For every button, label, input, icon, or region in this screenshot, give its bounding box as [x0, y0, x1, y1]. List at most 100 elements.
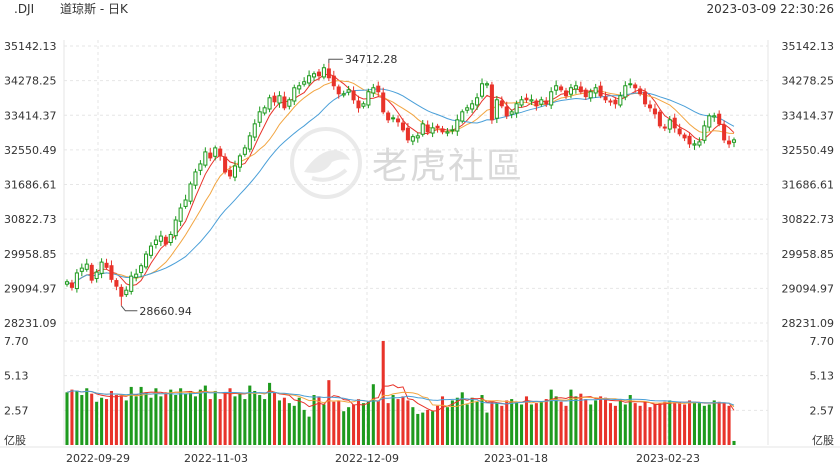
volume-bar — [589, 404, 593, 445]
low-annotation: 28660.94 — [139, 305, 192, 318]
volume-bar — [431, 411, 435, 445]
volume-bar — [618, 400, 622, 445]
volume-bar — [169, 389, 173, 445]
candle-body — [252, 123, 257, 138]
volume-bar — [307, 416, 311, 445]
candle-body — [544, 100, 549, 105]
volume-bar — [134, 396, 138, 445]
candle-body — [262, 107, 267, 114]
candle-body — [573, 85, 578, 90]
candle-body — [203, 151, 208, 166]
candle-body — [549, 91, 554, 106]
volume-bar — [361, 403, 365, 445]
candle-body — [484, 83, 489, 86]
price-axis-label-right: 32550.49 — [782, 144, 835, 157]
candle-body — [129, 275, 134, 292]
candle-body — [727, 140, 732, 145]
volume-bar — [683, 404, 687, 445]
candle-body — [386, 112, 391, 121]
candle-body — [479, 83, 485, 97]
candle-body — [178, 207, 183, 222]
volume-bar — [70, 389, 74, 445]
volume-bar — [658, 403, 662, 445]
volume-bar — [312, 395, 316, 445]
candle-body — [307, 75, 312, 84]
volume-bar — [717, 401, 721, 445]
volume-bar — [159, 396, 163, 445]
candle-body — [89, 264, 94, 281]
candle-body — [435, 125, 440, 129]
volume-bar — [495, 403, 499, 445]
price-axis-label-right: 29958.85 — [782, 248, 835, 261]
volume-bar — [722, 403, 726, 445]
candle-body — [94, 271, 99, 280]
candle-body — [494, 99, 499, 119]
volume-bar — [643, 401, 647, 445]
volume-bar — [75, 390, 79, 445]
volume-bar — [268, 382, 272, 445]
annotation-leader — [328, 58, 343, 64]
volume-bar — [90, 393, 94, 445]
candle-body — [84, 263, 89, 270]
candle-body — [316, 71, 322, 77]
candle-body — [395, 118, 401, 123]
volume-bar — [337, 400, 341, 445]
candle-body — [400, 122, 406, 131]
volume-bar — [149, 397, 153, 445]
volume-bar — [139, 386, 143, 445]
candle-body — [247, 135, 252, 150]
volume-bar — [426, 409, 430, 445]
candle-body — [148, 245, 154, 256]
volume-bar — [100, 397, 104, 445]
candle-body — [188, 183, 193, 202]
candle-body — [455, 119, 460, 132]
volume-bar — [475, 401, 479, 445]
candle-body — [450, 129, 455, 132]
volume-bar — [505, 400, 509, 445]
volume-bar — [277, 400, 281, 445]
price-axis-label-left: 29094.97 — [4, 282, 57, 295]
volume-bar — [292, 405, 296, 445]
date-axis-label: 2022-11-03 — [184, 452, 248, 465]
candle-body — [302, 81, 307, 85]
candle-body — [628, 83, 633, 86]
volume-bar — [544, 399, 548, 445]
candle-body — [539, 99, 544, 105]
candle-body — [371, 87, 376, 94]
volume-bar — [594, 400, 598, 445]
candle-body — [563, 90, 569, 97]
candle-body — [425, 124, 430, 133]
price-axis-label-left: 29958.85 — [4, 248, 57, 261]
volume-bar — [549, 389, 553, 445]
candle-body — [687, 135, 692, 145]
volume-bar — [678, 401, 682, 445]
volume-bar — [179, 388, 183, 445]
volume-bar — [688, 400, 692, 445]
volume-bar — [539, 401, 543, 445]
candle-body — [124, 289, 129, 296]
volume-axis-label-left: 5.13 — [4, 370, 29, 383]
candle-body — [218, 148, 223, 157]
volume-bar — [732, 440, 736, 445]
candle-body — [603, 96, 608, 101]
volume-bar — [371, 384, 375, 445]
candle-body — [223, 156, 228, 173]
candle-body — [163, 236, 168, 245]
candle-body — [119, 286, 124, 297]
candle-body — [499, 100, 504, 107]
candle-body — [257, 111, 262, 123]
volume-bar — [673, 403, 677, 445]
volume-axis-label-right: 亿股 — [812, 434, 834, 447]
candle-body — [647, 104, 653, 109]
candle-body — [134, 273, 139, 278]
candle-body — [228, 169, 233, 177]
candle-body — [662, 126, 667, 129]
volume-bar — [193, 396, 197, 445]
volume-bar — [302, 409, 306, 445]
volume-bar — [114, 395, 118, 445]
volume-bar — [628, 395, 632, 445]
candle-body — [237, 155, 242, 168]
volume-bar — [184, 393, 188, 445]
price-axis-label-left: 33414.37 — [4, 109, 57, 122]
